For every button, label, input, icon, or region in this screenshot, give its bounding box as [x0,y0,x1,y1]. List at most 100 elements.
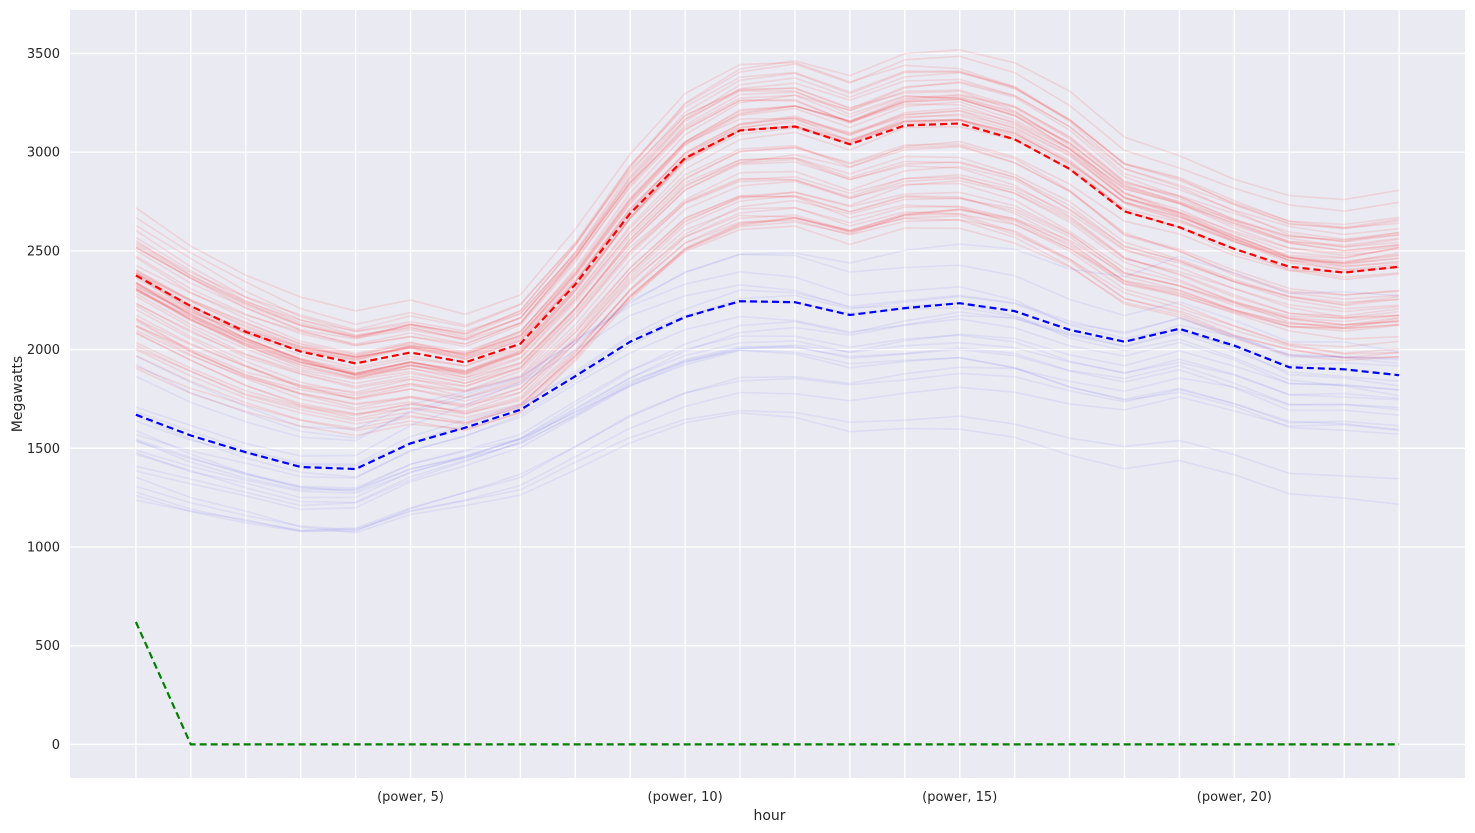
grid [70,10,1465,778]
background-trace [135,99,1400,341]
background-trace [135,243,1400,457]
y-tick-label: 0 [52,738,60,753]
background-trace [135,366,1400,533]
background-trace [135,71,1400,339]
background-trace [135,197,1400,417]
background-trace [135,289,1400,467]
background-trace [135,55,1400,340]
x-tick-label: (power, 5) [377,790,444,805]
background-trace [135,48,1400,339]
background-trace [135,270,1400,430]
background-trace [135,158,1400,379]
background-trace [135,349,1400,489]
background-trace [135,155,1400,379]
background-trace [135,101,1400,359]
background-trace [135,89,1400,348]
background-trace [135,294,1400,479]
background-trace [135,218,1400,420]
background-trace [135,78,1400,347]
background-trace [135,177,1400,385]
background-trace [135,70,1400,331]
y-tick-label: 2500 [27,244,60,259]
series-line-1 [135,122,1400,365]
background-trace [135,161,1400,382]
background-trace [135,165,1400,397]
background-trace [135,110,1400,359]
y-tick-label: 500 [35,639,60,654]
background-trace [135,96,1400,361]
background-trace [135,253,1400,442]
background-trace [135,333,1400,511]
background-trace [135,98,1400,362]
series-line-3 [134,621,1400,746]
background-trace [135,214,1400,415]
background-trace [135,208,1400,430]
background-trace [135,225,1400,419]
y-tick-label: 1000 [27,541,60,556]
x-tick-labels: (power, 5) (power, 10) (power, 15) (power, … [377,790,1272,805]
background-trace [135,409,1400,532]
background-trace [135,315,1400,478]
y-tick-label: 2000 [27,343,60,358]
background-trace [135,311,1400,499]
background-trace [135,349,1400,491]
background-trace [135,206,1400,409]
background-trace [135,345,1400,493]
background-trace [135,118,1400,374]
x-tick-label: (power, 10) [648,790,723,805]
background-trace [135,346,1400,504]
background-trace [135,195,1400,398]
background-trace [135,205,1400,426]
background-trace [135,283,1400,439]
x-tick-label: (power, 20) [1197,790,1272,805]
background-trace [135,98,1400,342]
background-trace [135,119,1400,380]
background-traces [135,48,1400,534]
background-trace [135,144,1400,375]
background-trace [135,61,1400,316]
background-trace [135,372,1400,532]
background-trace [135,412,1400,534]
x-axis-label: hour [753,808,785,824]
y-tick-label: 1500 [27,442,60,457]
background-trace [135,334,1400,491]
y-tick-label: 3000 [27,146,60,161]
background-trace [135,125,1400,376]
background-trace [135,208,1400,424]
background-trace [135,214,1400,407]
background-trace [135,82,1400,332]
series-lines [134,122,1400,746]
background-trace [135,314,1400,507]
background-trace [135,213,1400,437]
background-trace [135,109,1400,371]
background-trace [135,144,1400,375]
background-trace [135,107,1400,375]
background-trace [135,195,1400,403]
background-trace [135,90,1400,336]
background-trace [135,94,1400,357]
background-trace [135,140,1400,393]
y-axis-label: Megawatts [10,356,26,432]
y-tick-label: 3500 [27,47,60,62]
x-tick-label: (power, 15) [922,790,997,805]
background-trace [135,157,1400,385]
background-trace [135,94,1400,340]
background-trace [135,177,1400,400]
background-trace [135,113,1400,376]
background-trace [135,114,1400,360]
y-tick-labels: 0 500 1000 1500 2000 2500 3000 3500 [27,47,60,753]
background-trace [135,119,1400,361]
background-trace [135,340,1400,495]
background-trace [135,191,1400,400]
background-trace [135,209,1400,432]
plot-area [70,10,1465,778]
background-trace [135,176,1400,388]
background-trace [135,80,1400,356]
background-trace [135,173,1400,392]
background-trace [135,194,1400,416]
background-trace [135,87,1400,327]
background-trace [135,71,1400,346]
background-trace [135,143,1400,379]
